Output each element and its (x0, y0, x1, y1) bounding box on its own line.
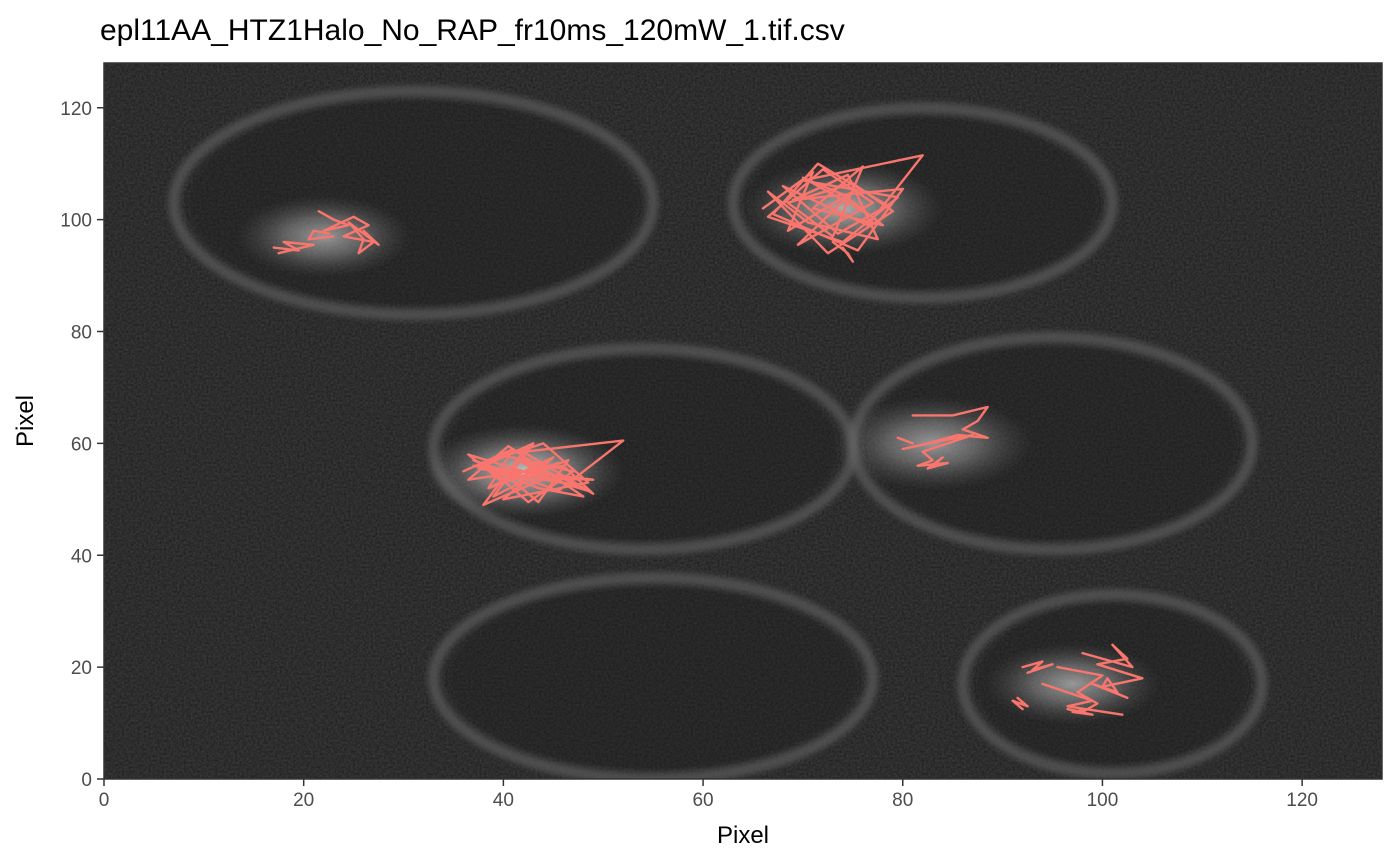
plot-panel (104, 63, 1382, 779)
x-tick-label-80: 80 (892, 790, 913, 811)
y-tick-label-20: 20 (71, 658, 92, 679)
y-tick-label-40: 40 (71, 546, 92, 567)
y-axis-label: Pixel (12, 395, 39, 447)
x-tick-label-20: 20 (293, 790, 314, 811)
x-tick-label-120: 120 (1286, 790, 1318, 811)
track-6 (831, 240, 854, 263)
y-tick-label-80: 80 (71, 323, 92, 344)
cell-outline-2 (727, 102, 1118, 304)
cell-interior-4 (865, 344, 1240, 543)
track-12 (1011, 696, 1029, 711)
cell-outline-6 (957, 588, 1268, 779)
track-3 (307, 229, 335, 241)
track-4 (462, 439, 625, 507)
panel-border (103, 62, 1383, 780)
y-axis: 0 20 40 60 80 100 120 (60, 99, 104, 791)
x-tick-label-40: 40 (493, 790, 514, 811)
bright-spot-3 (743, 161, 943, 256)
x-tick-label-100: 100 (1087, 790, 1119, 811)
trajectory-tracks (272, 154, 1144, 716)
track-10 (1081, 643, 1144, 700)
y-tick-label-120: 120 (60, 99, 92, 120)
cell-interior-1 (186, 98, 641, 308)
cell-outline-5 (428, 572, 879, 779)
x-axis: 0 20 40 60 80 100 120 (99, 779, 1318, 811)
chart-title: epl11AA_HTZ1Halo_No_RAP_fr10ms_120mW_1.t… (100, 14, 845, 47)
x-tick-label-60: 60 (692, 790, 713, 811)
track-13 (1041, 682, 1124, 716)
track-1 (272, 240, 315, 255)
y-tick-label-60: 60 (71, 434, 92, 455)
cell-outline-1 (168, 85, 659, 321)
track-11 (1056, 665, 1104, 716)
track-5 (761, 154, 924, 255)
y-tick-label-0: 0 (81, 770, 92, 791)
x-tick-label-0: 0 (99, 790, 110, 811)
x-axis-label: Pixel (717, 822, 769, 849)
track-7 (901, 405, 989, 470)
track-2 (317, 209, 380, 255)
track-8 (896, 436, 914, 445)
cell-interior-5 (446, 584, 860, 772)
track-9 (1021, 660, 1054, 674)
y-tick-label-100: 100 (60, 211, 92, 232)
